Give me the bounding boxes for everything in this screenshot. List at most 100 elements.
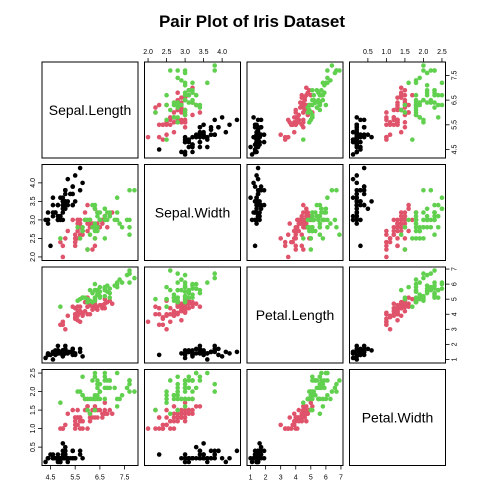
- point-s2-29-panel-2-3: [406, 284, 411, 290]
- point-s1-36-panel-2-1: [186, 301, 192, 307]
- point-s2-21-panel-0-1: [175, 120, 180, 125]
- point-s0-46-panel-2-1: [212, 348, 218, 353]
- point-s2-38-panel-2-0: [85, 299, 90, 305]
- point-s1-41-panel-1-3: [398, 217, 404, 223]
- point-s2-35-panel-2-0: [127, 280, 132, 285]
- point-s1-42-panel-1-0: [80, 232, 85, 238]
- point-s2-30-panel-0-2: [325, 75, 330, 81]
- point-s0-44-panel-3-1: [212, 448, 218, 454]
- point-s2-22-panel-1-2: [334, 225, 339, 230]
- point-s2-8-panel-1-2: [320, 236, 326, 241]
- point-s2-9-panel-1-2: [325, 195, 330, 200]
- point-s2-9-panel-3-0: [114, 370, 120, 376]
- point-s2-40-panel-2-3: [435, 287, 441, 293]
- point-s1-48-panel-2-0: [63, 327, 68, 332]
- point-s1-45-panel-0-1: [182, 117, 188, 123]
- point-s1-16-panel-3-0: [75, 407, 80, 413]
- point-s1-28-panel-1-0: [85, 221, 90, 226]
- point-s1-10-panel-2-1: [145, 319, 151, 325]
- point-s2-22-panel-1-3: [421, 225, 426, 230]
- point-s2-31-panel-0-2: [329, 63, 335, 68]
- point-s0-35-panel-1-0: [60, 210, 66, 215]
- point-s1-26-panel-1-0: [104, 225, 110, 230]
- y-tick-label-sepal-length-0: 4.5: [451, 145, 458, 155]
- point-s1-31-panel-0-3: [384, 122, 389, 128]
- point-s0-41-panel-2-1: [156, 352, 162, 358]
- point-s2-31-panel-1-0: [132, 187, 137, 193]
- point-s0-49-panel-3-2: [254, 455, 259, 461]
- point-s2-24-panel-3-0: [102, 385, 108, 391]
- point-s2-42-panel-0-3: [417, 115, 423, 120]
- point-s0-25-panel-1-0: [60, 217, 66, 223]
- point-s2-35-panel-1-0: [127, 217, 132, 223]
- point-s1-20-panel-0-1: [190, 112, 195, 118]
- point-s2-37-panel-0-1: [186, 100, 192, 105]
- point-s1-7-panel-2-1: [160, 322, 166, 328]
- point-s0-43-panel-2-1: [201, 348, 206, 353]
- point-s2-3-panel-2-1: [179, 287, 184, 293]
- point-s2-45-panel-1-3: [432, 217, 437, 223]
- point-s2-6-panel-0-2: [300, 137, 306, 142]
- point-s0-8-panel-1-3: [354, 221, 360, 226]
- point-s1-23-panel-3-2: [304, 418, 309, 424]
- point-s2-41-panel-0-2: [310, 87, 315, 93]
- point-s1-31-panel-2-1: [160, 316, 166, 322]
- point-s1-45-panel-2-1: [182, 308, 188, 314]
- point-s0-6-panel-1-0: [50, 202, 56, 208]
- panel-frame-0-2: [246, 61, 344, 159]
- y-tick-label-sepal-width-2: 3.0: [30, 215, 37, 225]
- point-s1-47-panel-3-1: [179, 415, 184, 420]
- point-s1-20-panel-1-0: [82, 210, 88, 215]
- point-s2-49-panel-1-3: [413, 217, 419, 223]
- point-s0-21-panel-1-0: [63, 191, 68, 197]
- point-s2-2-panel-0-3: [424, 83, 430, 88]
- point-s0-49-panel-1-3: [354, 206, 360, 212]
- point-s2-17-panel-0-1: [212, 68, 218, 73]
- point-s0-43-panel-1-0: [60, 199, 66, 204]
- point-s2-47-panel-3-0: [97, 389, 103, 394]
- point-s0-35-panel-0-1: [190, 134, 195, 140]
- point-s1-25-panel-0-3: [398, 95, 404, 100]
- point-s0-16-panel-3-1: [216, 448, 221, 454]
- point-s0-14-panel-3-0: [80, 455, 85, 461]
- point-s2-26-panel-2-1: [175, 299, 180, 305]
- point-s2-0-panel-0-3: [439, 102, 445, 108]
- point-s2-30-panel-0-1: [175, 75, 180, 81]
- x-tick-label-petal-width-1: 1.0: [382, 49, 392, 56]
- point-s1-34-panel-3-1: [182, 407, 188, 413]
- point-s1-23-panel-3-0: [87, 418, 93, 424]
- point-s1-25-panel-3-0: [100, 411, 105, 417]
- point-s1-35-panel-2-3: [406, 304, 411, 310]
- x-tick-label-sepal-length-0: 4.5: [46, 475, 56, 482]
- point-s2-47-panel-3-1: [182, 389, 188, 394]
- point-s2-39-panel-3-0: [107, 385, 113, 391]
- point-s2-7-panel-2-3: [413, 277, 419, 282]
- point-s1-34-panel-0-3: [402, 124, 408, 130]
- point-s2-14-panel-3-0: [80, 374, 85, 380]
- point-s2-30-panel-0-3: [417, 75, 423, 81]
- point-s0-9-panel-3-1: [186, 459, 192, 465]
- point-s0-49-panel-3-0: [60, 455, 66, 461]
- x-tick-label-petal-width-2: 1.5: [400, 49, 410, 56]
- point-s2-40-panel-2-1: [186, 287, 192, 293]
- point-s0-45-panel-1-3: [358, 217, 363, 223]
- point-s2-33-panel-0-1: [175, 102, 180, 108]
- point-s1-11-panel-2-3: [402, 308, 408, 314]
- point-s1-30-panel-1-3: [387, 239, 393, 245]
- point-s2-31-panel-1-2: [329, 187, 335, 193]
- point-s2-17-panel-1-2: [334, 187, 339, 193]
- point-s1-42-panel-3-1: [167, 418, 173, 424]
- point-s2-39-panel-3-2: [314, 385, 320, 391]
- point-s2-35-panel-0-3: [432, 68, 437, 73]
- point-s2-23-panel-3-1: [171, 396, 177, 402]
- point-s0-33-panel-2-1: [227, 351, 232, 356]
- point-s1-31-panel-0-1: [160, 122, 166, 128]
- point-s1-14-panel-1-2: [287, 221, 293, 226]
- point-s0-18-panel-0-2: [258, 117, 264, 123]
- point-s0-21-panel-3-1: [208, 448, 214, 454]
- point-s1-33-panel-1-0: [85, 228, 90, 234]
- point-s1-0-panel-1-3: [398, 210, 404, 215]
- point-s1-29-panel-2-0: [77, 319, 83, 325]
- point-s1-20-panel-2-1: [190, 299, 195, 305]
- point-s2-34-panel-3-2: [317, 411, 323, 417]
